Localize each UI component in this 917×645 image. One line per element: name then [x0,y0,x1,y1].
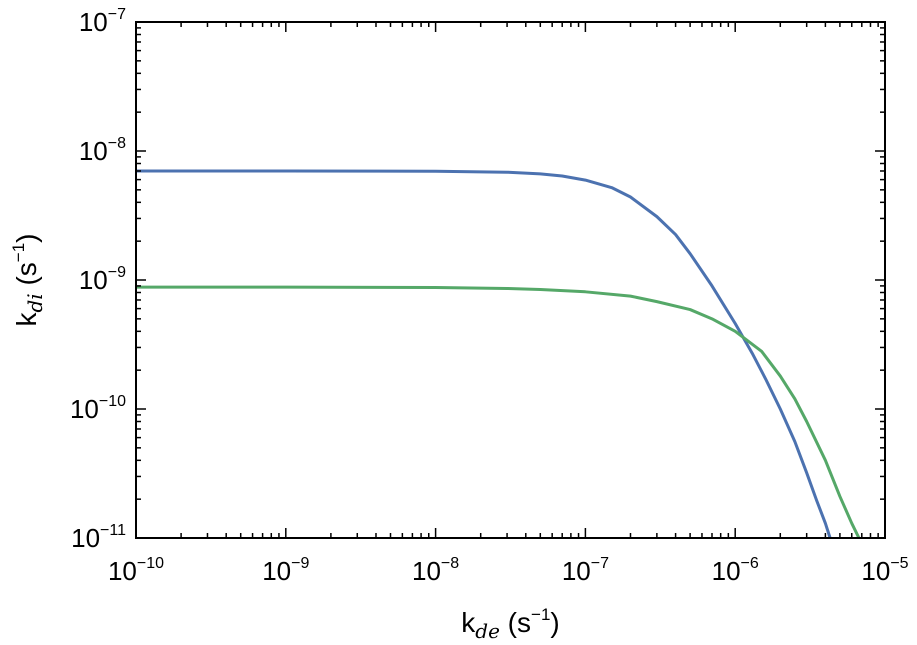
y-tick-label: 10−11 [71,522,126,553]
x-tick-label: 10−7 [562,555,609,586]
y-tick-label: 10−7 [79,6,126,37]
x-tick-label: 10−9 [262,555,309,586]
x-tick-label: 10−8 [412,555,459,586]
plot-frame [135,21,886,539]
series-layer [136,169,861,538]
series-line-2 [136,285,861,538]
y-axis-label: kdi (s−1) [9,233,47,326]
series-line-1 [136,169,832,538]
x-tick-label: 10−5 [861,555,908,586]
ticks-layer [135,21,886,539]
x-axis-label: kde (s−1) [461,605,559,643]
labels-layer: 10−10 10−9 10−8 10−7 10−6 10−510−1110−1010−91… [70,6,909,586]
y-tick-label: 10−9 [79,264,126,295]
x-tick-label: 10−6 [712,555,759,586]
y-tick-label: 10−8 [79,135,126,166]
x-tick-label: 10−10 [108,555,164,586]
y-tick-label: 10−10 [70,393,126,424]
